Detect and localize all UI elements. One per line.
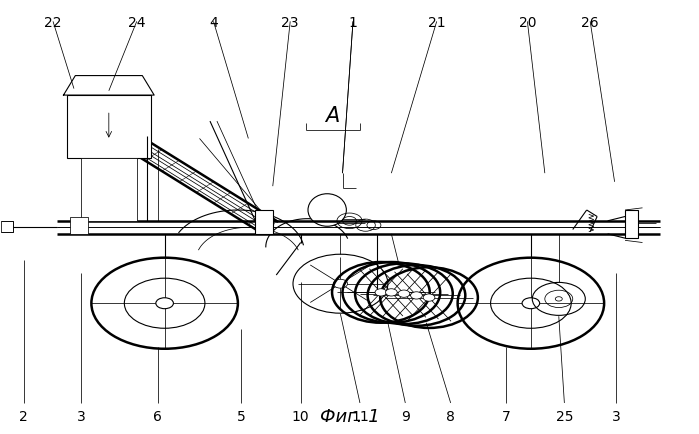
Text: А: А (325, 105, 339, 125)
Bar (1, 221, 13, 232)
Ellipse shape (308, 194, 347, 227)
Text: 1: 1 (349, 16, 357, 30)
Text: 8: 8 (446, 410, 455, 424)
Text: 4: 4 (209, 16, 218, 30)
Text: 2: 2 (20, 410, 28, 424)
Bar (71, 217, 88, 234)
Text: 21: 21 (428, 16, 445, 30)
Text: 7: 7 (502, 410, 511, 424)
Text: 25: 25 (556, 410, 573, 424)
Text: 10: 10 (292, 410, 310, 424)
Circle shape (385, 289, 397, 296)
Text: 26: 26 (582, 16, 599, 30)
Text: 20: 20 (519, 16, 536, 30)
Text: 9: 9 (401, 410, 410, 424)
Bar (81, 158, 137, 221)
Text: 6: 6 (153, 410, 162, 424)
Circle shape (410, 292, 422, 299)
Bar (67, 96, 151, 158)
Text: 23: 23 (282, 16, 299, 30)
Text: 5: 5 (237, 410, 246, 424)
Bar (255, 210, 273, 234)
Circle shape (398, 290, 410, 298)
Text: 3: 3 (77, 410, 85, 424)
Bar (625, 210, 637, 239)
Circle shape (156, 298, 173, 309)
Text: 22: 22 (44, 16, 62, 30)
Circle shape (423, 294, 435, 302)
Circle shape (522, 298, 540, 309)
Text: 11: 11 (351, 410, 369, 424)
Circle shape (333, 279, 347, 289)
Text: 3: 3 (612, 410, 620, 424)
Circle shape (555, 297, 562, 301)
Text: 24: 24 (128, 16, 145, 30)
Circle shape (375, 289, 387, 296)
Text: Фиг. 1: Фиг. 1 (319, 407, 380, 424)
